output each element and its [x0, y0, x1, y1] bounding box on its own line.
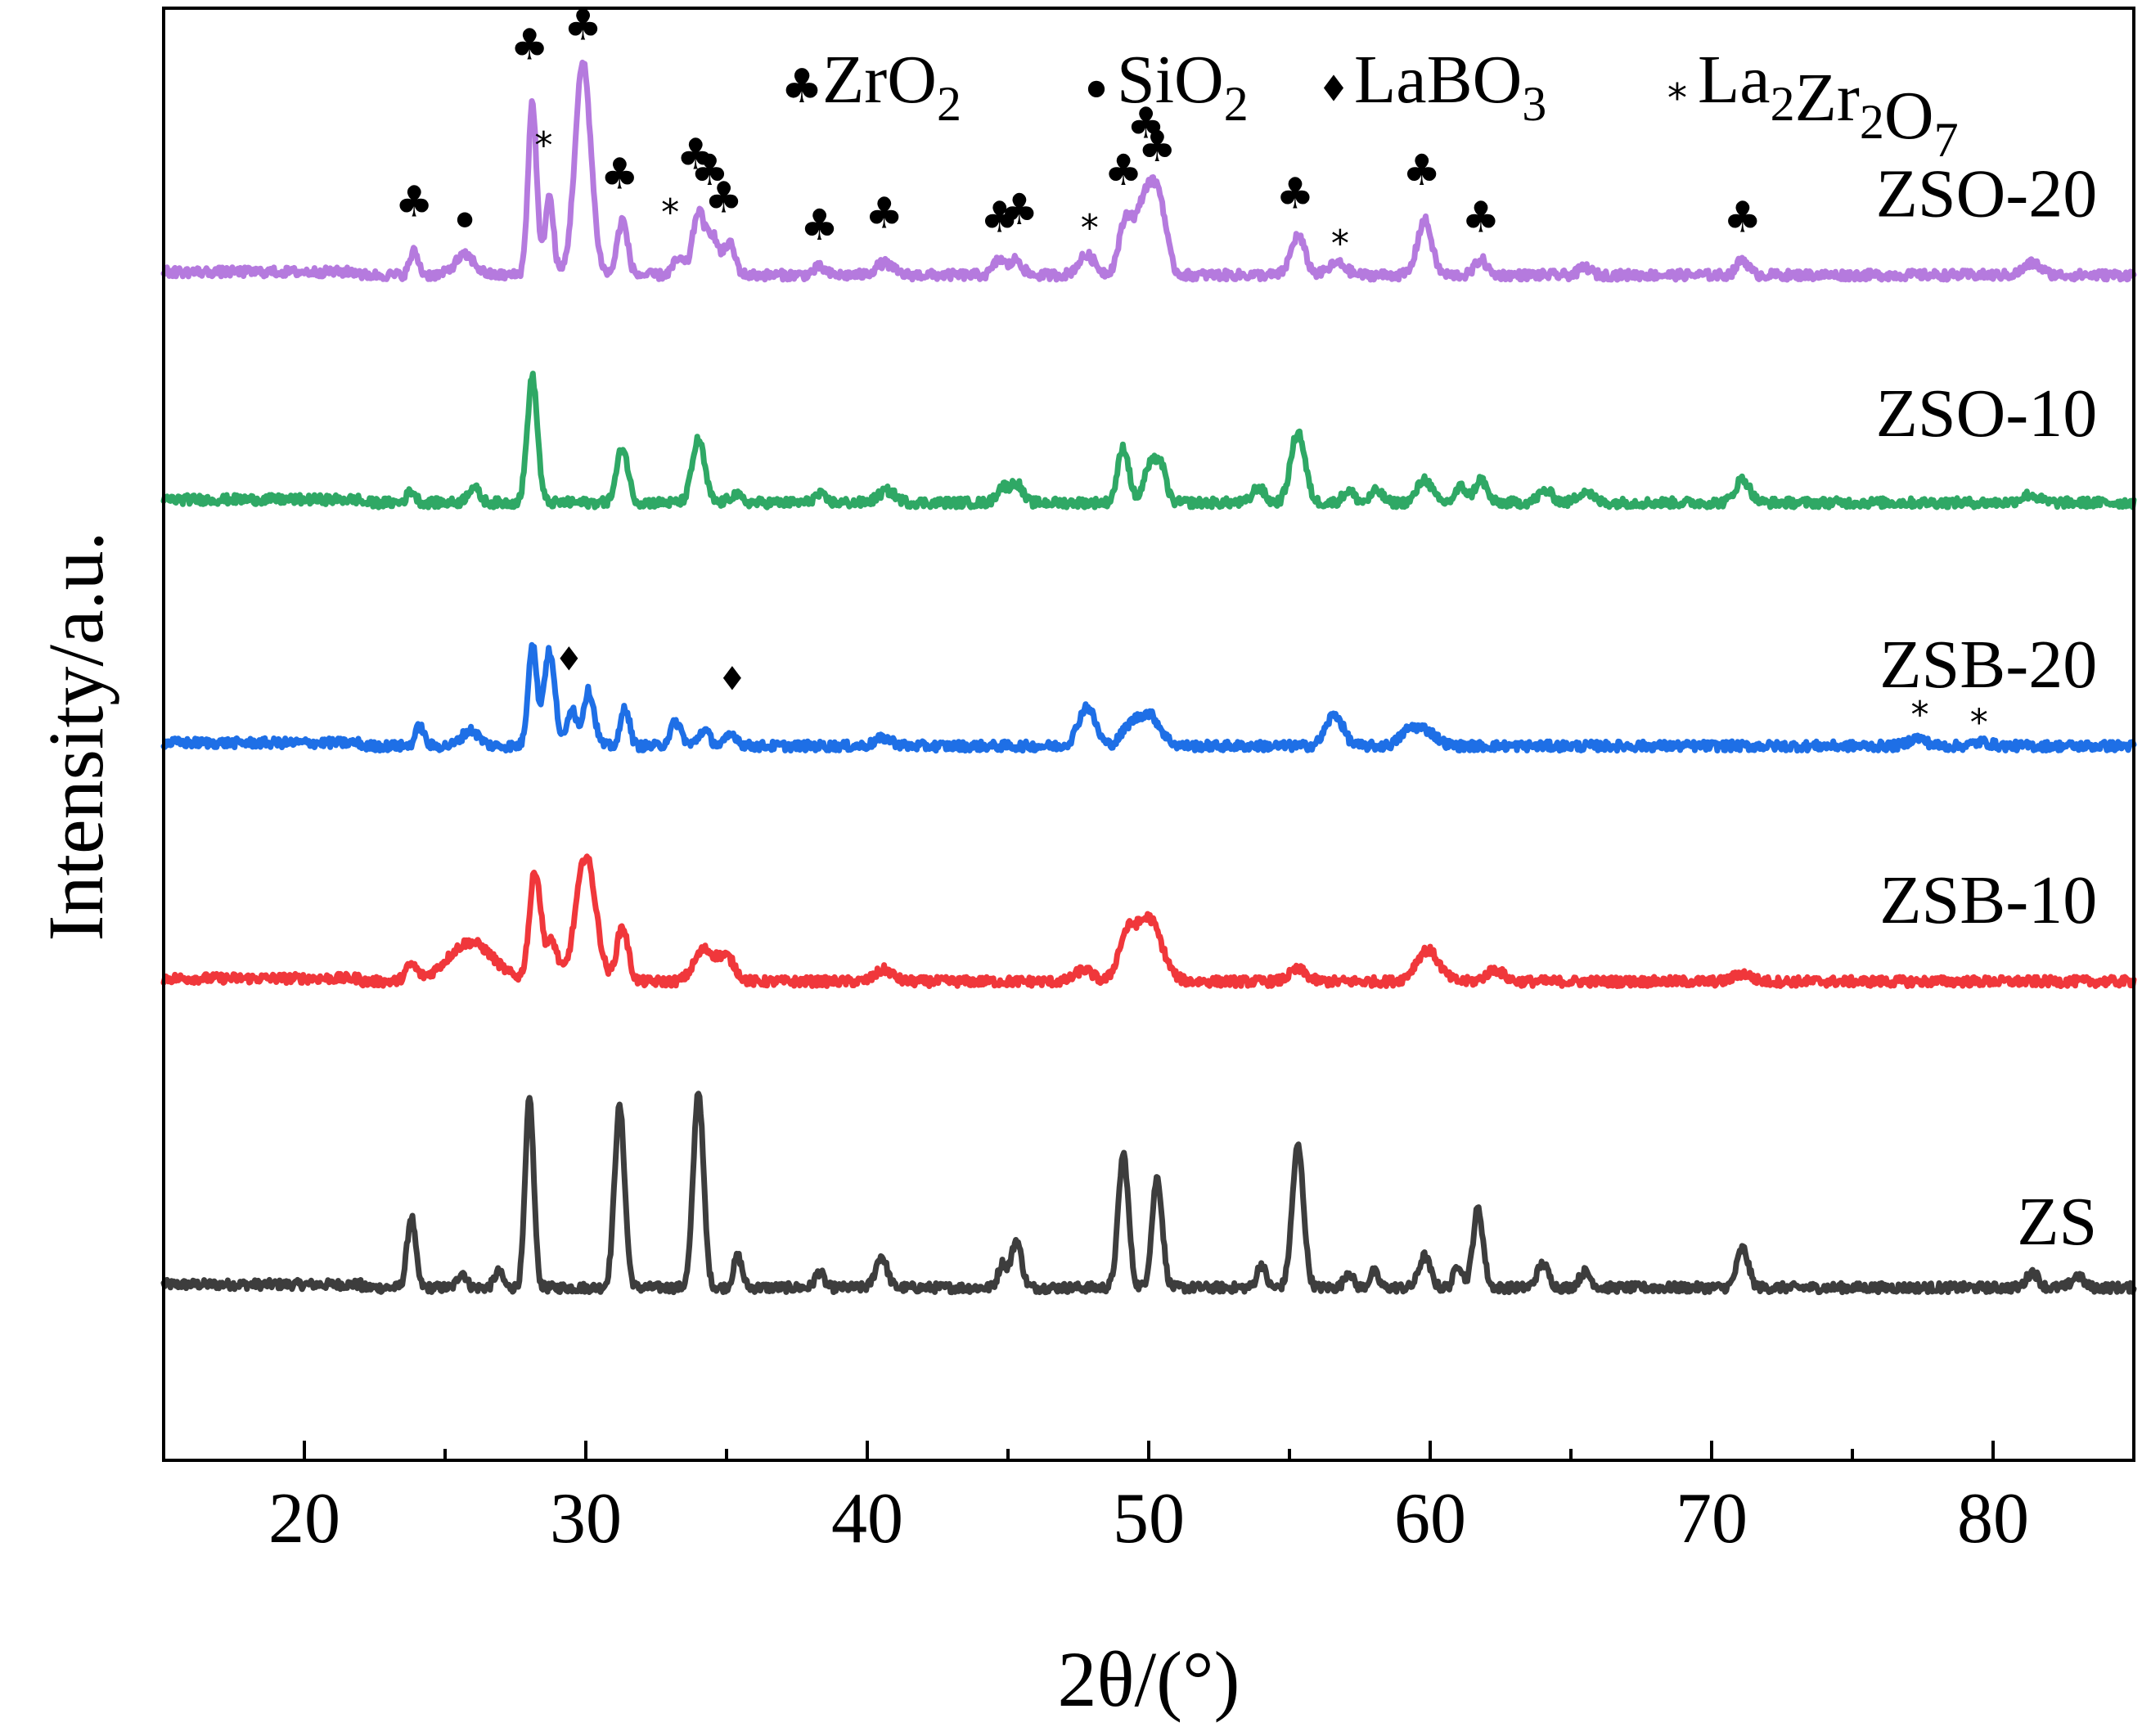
legend-label: La2Zr2O7: [1698, 42, 1959, 167]
series-label: ZS: [2017, 1184, 2097, 1260]
club-marker: ♣: [865, 189, 903, 239]
legend: ♣ ZrO2 SiO2 LaBO3 * La2Zr2O7: [781, 42, 1958, 167]
legend-entry: * La2Zr2O7: [1667, 42, 1959, 167]
series-label: ZSB-10: [1879, 862, 2097, 938]
club-marker: ♣: [1461, 192, 1500, 242]
peak-annotations: ♣♣ ♣*♣*♣♣♣♣ ♣ ♣♣ *♣♣♣♣*♣♣ ♣* *: [395, 0, 1988, 744]
series-label: ZSO-10: [1876, 376, 2098, 452]
x-tick-label: 40: [831, 1479, 903, 1558]
x-tick-label: 50: [1113, 1479, 1185, 1558]
star-marker: *: [1911, 695, 1929, 736]
legend-label: ZrO2: [822, 42, 961, 131]
star-marker: *: [661, 192, 679, 234]
series-label: ZSB-20: [1879, 627, 2097, 703]
club-marker: ♣: [1276, 169, 1314, 219]
dot-marker: [1087, 80, 1105, 98]
legend-label: LaBO3: [1354, 42, 1546, 131]
club-marker: ♣: [395, 177, 434, 227]
x-tick-label: 60: [1394, 1479, 1466, 1558]
series-line-zso-10: [160, 371, 2137, 510]
club-marker: ♣: [677, 130, 715, 180]
star-marker: *: [534, 125, 552, 167]
legend-label: SiO2: [1117, 42, 1249, 131]
club-marker: ♣: [1402, 146, 1441, 196]
legend-entry: LaBO3: [1323, 42, 1546, 131]
series-label: ZSO-20: [1876, 155, 2098, 232]
club-marker: ♣: [800, 200, 839, 250]
club-marker: ♣: [1127, 98, 1165, 148]
club-marker: ♣: [1723, 192, 1762, 242]
star-marker: *: [1331, 223, 1349, 265]
x-axis-label: 2θ/(°): [1058, 1635, 1240, 1723]
x-tick-label: 30: [550, 1479, 622, 1558]
club-marker: ♣: [601, 150, 639, 200]
x-tick-label: 80: [1957, 1479, 2029, 1558]
series-traces: [160, 59, 2137, 1296]
dot-marker: [457, 212, 473, 227]
star-marker: *: [1667, 76, 1687, 122]
club-marker: ♣: [980, 192, 1019, 242]
star-marker: *: [1081, 208, 1099, 250]
diamond-marker: [560, 646, 578, 671]
club-marker: ♣: [691, 146, 729, 196]
club-marker: ♣: [704, 173, 743, 223]
x-axis-ticks: 20 30 40 50 60 70 80: [162, 1441, 2135, 1558]
star-marker: *: [1970, 702, 1988, 744]
series-line-zsb-20: [160, 641, 2137, 754]
club-marker: ♣: [511, 20, 549, 70]
series-line-zsb-10: [160, 853, 2137, 989]
legend-entry: SiO2: [1087, 42, 1249, 131]
x-tick-label: 70: [1676, 1479, 1748, 1558]
series-labels: ZSO-20 ZSO-10 ZSB-20 ZSB-10 ZS: [1876, 155, 2098, 1260]
club-marker: ♣: [1000, 185, 1038, 235]
diamond-marker: [1323, 74, 1344, 101]
series-line-zs: [160, 1091, 2137, 1296]
legend-entry: ♣ ZrO2: [781, 42, 961, 131]
club-marker: ♣: [781, 59, 823, 114]
diamond-marker: [722, 666, 741, 690]
series-line-zso-20: [160, 59, 2137, 283]
y-axis-label: Intensity/a.u.: [32, 531, 119, 941]
club-marker: ♣: [1138, 122, 1177, 172]
x-tick-label: 20: [268, 1479, 340, 1558]
club-marker: ♣: [1105, 146, 1143, 196]
